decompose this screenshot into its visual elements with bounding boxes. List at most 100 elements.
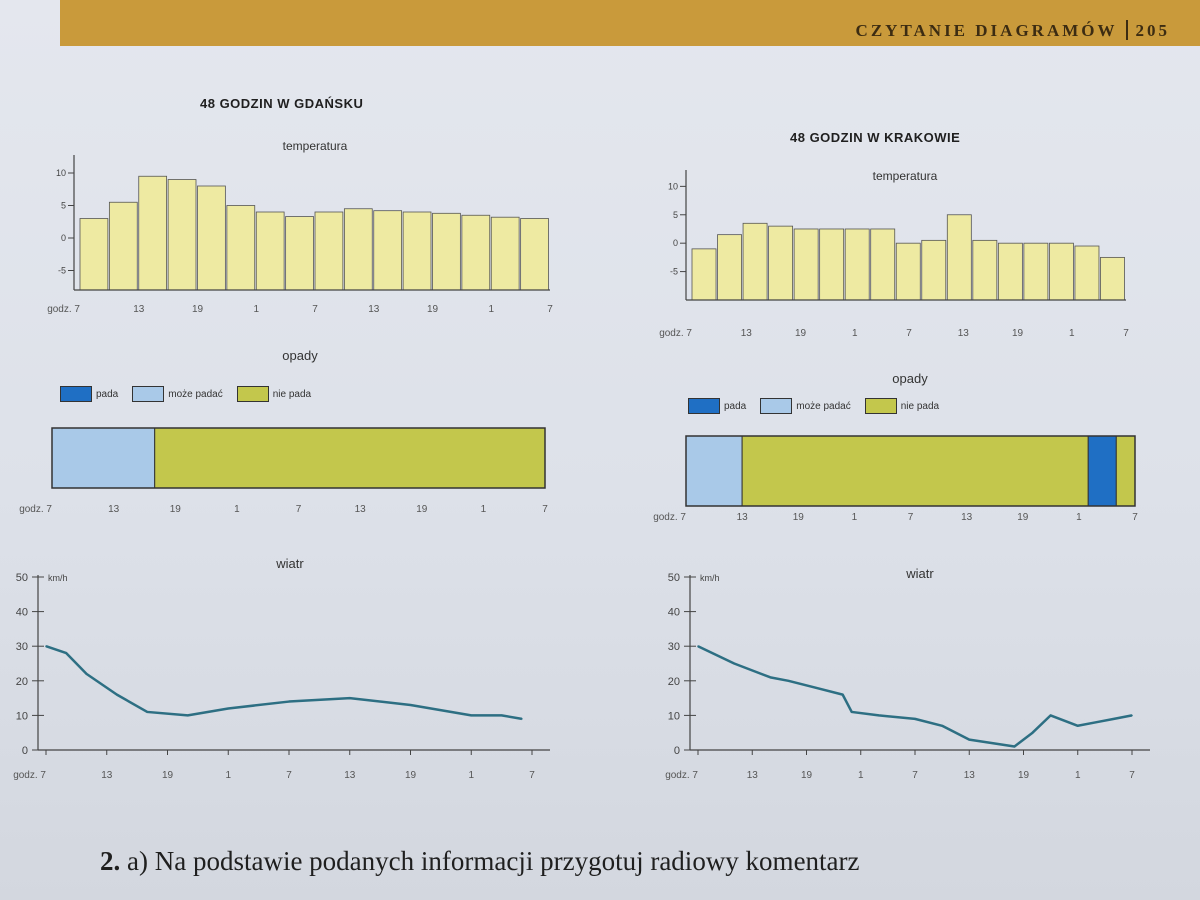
gdansk-precip-x-tick-label: 13 [108, 504, 120, 515]
legend-item-pada: pada [60, 386, 118, 402]
gdansk-panel-title: 48 GODZIN W GDAŃSKU [200, 96, 364, 111]
legend-label-nie-pada: nie pada [272, 388, 312, 400]
krakow-wind-x-tick-label: 19 [1018, 770, 1030, 781]
krakow-wind-x-tick-label: 7 [912, 770, 918, 781]
gdansk-temp-x-tick-label: 19 [427, 304, 439, 315]
gdansk-temp-x-tick-label: 1 [488, 304, 494, 315]
gdansk-temp-y-tick-label: 0 [61, 233, 66, 243]
gdansk-wind-x-tick-label: 7 [286, 770, 292, 781]
gdansk-wind-y-tick-label: 10 [16, 710, 28, 722]
gdansk-precip-title: opady [282, 348, 318, 363]
krakow-temp-bar [819, 228, 845, 301]
gdansk-wind-x-tick-label: 13 [344, 770, 356, 781]
gdansk-precip-x-tick-label: 1 [234, 504, 240, 515]
exercise-text: 2. a) Na podstawie podanych informacji p… [100, 846, 1190, 877]
legend-swatch-moze-padac [760, 398, 793, 414]
gdansk-precip-x-tick-label: 19 [170, 504, 182, 515]
gdansk-wind-point [85, 673, 88, 675]
krakow-temp-bar [691, 248, 717, 301]
krakow-wind-y-tick-label: 50 [668, 572, 680, 584]
gdansk-temp-bar [490, 216, 520, 291]
legend-item-nie-pada: nie pada [236, 386, 312, 402]
gdansk-precip-x-tick-label: 1 [481, 504, 487, 515]
exercise-body: a) Na podstawie podanych informacji przy… [127, 846, 860, 876]
krakow-temp-x-tick-label: 1 [1069, 328, 1075, 339]
page-number: 205 [1135, 21, 1170, 40]
gdansk-wind-chart: wiatr 50 40 30 20 10 0 km/h godz. 7 13 19 1 7 13 19 1 7 [13, 556, 550, 781]
legend-item-nie-pada: nie pada [864, 398, 939, 414]
krakow-temp-bar [895, 242, 921, 301]
gdansk-temp-x-tick-label: 13 [368, 304, 380, 315]
gdansk-temp-x-tick-label: 13 [133, 304, 145, 315]
gdansk-temperature-chart: temperatura 10 5 0 -5 godz. 7 13 19 1 7 13 19 1 7 [47, 139, 553, 315]
krakow-temp-x-tick-label: 13 [958, 328, 970, 339]
krakow-wind-point [1131, 714, 1133, 717]
krakow-precip-x-tick-label: 7 [908, 512, 914, 523]
krakow-precip-x-tick-label: 19 [1017, 512, 1029, 523]
gdansk-temp-x-tick-label: 7 [312, 304, 318, 315]
krakow-precip-x-tick-label: 1 [1076, 512, 1082, 523]
krakow-precip-x-tick-label: godz. 7 [653, 512, 686, 523]
krakow-temp-bar [997, 242, 1023, 301]
krakow-wind-y-tick-label: 40 [668, 607, 680, 619]
krakow-wind-point [841, 693, 844, 696]
gdansk-temp-bar [226, 205, 256, 291]
krakow-wind-point [914, 718, 916, 720]
legend-swatch-moze-padac [132, 386, 165, 402]
krakow-temp-x-tick-label: 13 [741, 328, 753, 339]
krakow-wind-point [733, 662, 735, 665]
krakow-precip-x-tick-label: 13 [737, 512, 749, 523]
gdansk-wind-y-tick-label: 0 [22, 745, 28, 757]
krakow-wind-line [697, 645, 1133, 748]
krakow-wind-point [1031, 731, 1034, 734]
krakow-temp-x-tick-label: 19 [795, 328, 807, 339]
gdansk-wind-point [116, 693, 118, 696]
krakow-wind-point [878, 714, 880, 717]
krakow-temp-title: temperatura [873, 169, 938, 183]
krakow-precip-segment-nie-pada [741, 435, 1089, 507]
krakow-wind-y-tick-label: 30 [668, 641, 680, 653]
gdansk-precip-x-tick-label: godz. 7 [19, 504, 52, 515]
gdansk-wind-point [227, 707, 230, 710]
krakow-temp-x-tick-label: 7 [1123, 328, 1129, 339]
gdansk-wind-point [65, 652, 68, 654]
krakow-temp-bar [870, 228, 896, 301]
gdansk-wind-y-tick-label: 40 [16, 607, 28, 619]
gdansk-temp-title: temperatura [283, 139, 348, 153]
gdansk-wind-y-tick-label: 30 [16, 641, 28, 653]
gdansk-temp-bar [314, 211, 344, 291]
running-head: CZYTANIE DIAGRAMÓW 205 [856, 20, 1170, 41]
gdansk-wind-point [470, 714, 473, 717]
krakow-wind-unit: km/h [700, 573, 720, 583]
krakow-temp-bar [1100, 256, 1125, 301]
krakow-temp-x-tick-label: 1 [852, 328, 858, 339]
gdansk-wind-point [288, 700, 290, 703]
gdansk-temp-bar [520, 218, 549, 291]
gdansk-precip-segment-nie-pada [154, 427, 546, 489]
krakow-wind-point [1076, 724, 1079, 727]
krakow-temp-y-tick-label: 10 [668, 181, 678, 191]
krakow-wind-point [814, 686, 817, 689]
krakow-temp-y-tick-label: -5 [670, 267, 678, 277]
krakow-wind-point [1049, 714, 1052, 717]
krakow-precip-frame [685, 435, 1136, 507]
krakow-wind-point [968, 738, 971, 741]
krakow-temp-bar [768, 225, 794, 301]
gdansk-precip-x-tick-label: 7 [542, 504, 548, 515]
legend-item-moze-padac: może padać [760, 398, 851, 414]
krakow-temp-x-tick-label: godz. 7 [659, 328, 692, 339]
legend-label-moze-padac: może padać [796, 400, 851, 412]
gdansk-wind-x-tick-label: 13 [101, 770, 113, 781]
gdansk-precip-x-tick-label: 13 [355, 504, 367, 515]
header-separator [1125, 20, 1128, 40]
gdansk-temp-bar [285, 216, 314, 291]
krakow-wind-point [1113, 718, 1115, 720]
gdansk-temp-x-tick-label: 1 [253, 304, 259, 315]
gdansk-temp-bar [108, 201, 138, 291]
legend-item-pada: pada [688, 398, 746, 414]
page-header-band: CZYTANIE DIAGRAMÓW 205 [60, 0, 1200, 46]
gdansk-temp-y-tick-label: -5 [58, 266, 66, 276]
gdansk-temp-x-tick-label: 19 [192, 304, 204, 315]
krakow-temp-bar [844, 228, 870, 301]
gdansk-wind-point [500, 714, 503, 717]
